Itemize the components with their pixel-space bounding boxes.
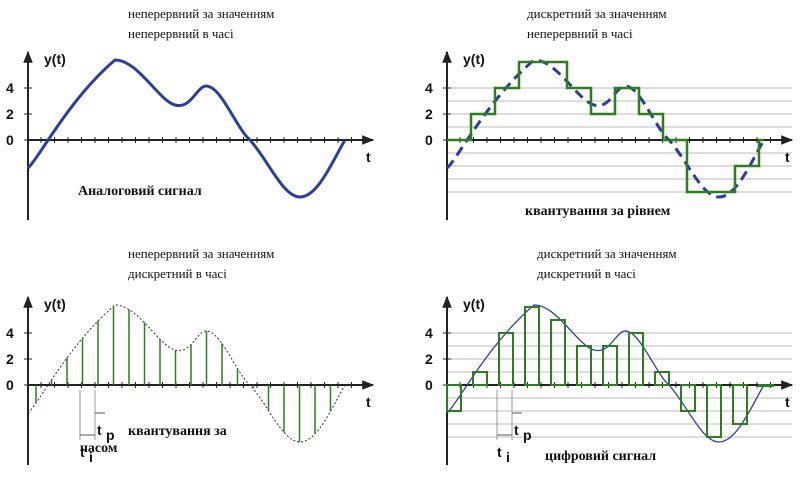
signal-curve	[445, 58, 766, 199]
quantized-signal	[447, 60, 764, 194]
note: цифровий сигнал	[545, 449, 656, 464]
y-tick-label: 4	[425, 325, 433, 341]
note: квантування за	[128, 424, 227, 439]
y-tick-label: 2	[425, 106, 433, 122]
y-tick-label: 4	[6, 80, 14, 96]
y-tick-label: 2	[6, 106, 14, 122]
y-tick-label: 0	[425, 377, 433, 393]
marker-label: t	[497, 444, 502, 460]
digital-pulse	[576, 345, 592, 386]
y-tick-label: 0	[6, 132, 14, 148]
note: Аналоговий сигнал	[78, 184, 202, 199]
digital-pulse	[680, 384, 696, 412]
y-tick-label: 2	[6, 351, 14, 367]
x-axis-label: t	[366, 394, 371, 410]
panel: 4 2 0 y(t) t	[425, 295, 794, 465]
digital-pulse	[758, 384, 774, 387]
panel: 4 2 0 y(t) t	[425, 50, 794, 220]
caption: неперервний за значенням	[128, 6, 274, 21]
marker-label: t	[80, 444, 85, 460]
digital-pulse	[706, 384, 722, 438]
marker-subscript: i	[506, 449, 510, 465]
caption: неперервний в часі	[527, 26, 633, 41]
digital-pulse	[446, 384, 462, 412]
x-axis-label: t	[785, 149, 790, 165]
x-axis-label: t	[366, 149, 371, 165]
marker-subscript: p	[523, 427, 532, 443]
y-axis-label: y(t)	[463, 296, 485, 312]
y-axis-label: y(t)	[44, 296, 66, 312]
signal-curve	[446, 304, 765, 443]
marker-subscript: p	[106, 427, 115, 443]
caption: дискретний за значенням	[527, 6, 667, 21]
signal-curve	[26, 58, 347, 199]
caption: дискретний в часі	[537, 266, 636, 281]
y-tick-label: 2	[425, 351, 433, 367]
caption: дискретний за значенням	[537, 246, 677, 261]
marker-subscript: i	[89, 449, 93, 465]
note: квантування за рівнем	[525, 204, 671, 219]
digital-pulse	[524, 306, 540, 386]
y-axis-label: y(t)	[463, 51, 485, 67]
digital-pulse	[472, 371, 488, 386]
digital-pulse	[654, 371, 670, 386]
y-tick-label: 4	[6, 325, 14, 341]
caption: дискретний в часі	[128, 266, 227, 281]
marker-label: t	[514, 422, 519, 438]
y-tick-label: 0	[6, 377, 14, 393]
y-tick-label: 0	[425, 132, 433, 148]
digital-pulse	[550, 319, 566, 386]
signal-curve	[27, 304, 346, 443]
y-tick-label: 4	[425, 80, 433, 96]
panel: 4 2 0 y(t) t	[6, 50, 375, 220]
y-axis-label: y(t)	[44, 51, 66, 67]
panel: 4 2 0 y(t) t	[6, 295, 375, 465]
digital-pulse	[602, 345, 618, 386]
caption: неперервний за значенням	[128, 246, 274, 261]
x-axis-label: t	[785, 394, 790, 410]
marker-label: t	[97, 422, 102, 438]
digital-pulse	[498, 332, 514, 386]
digital-pulse	[628, 332, 644, 386]
note: часом	[80, 441, 118, 456]
digital-pulse	[732, 384, 748, 425]
caption: неперервний в часі	[128, 26, 234, 41]
